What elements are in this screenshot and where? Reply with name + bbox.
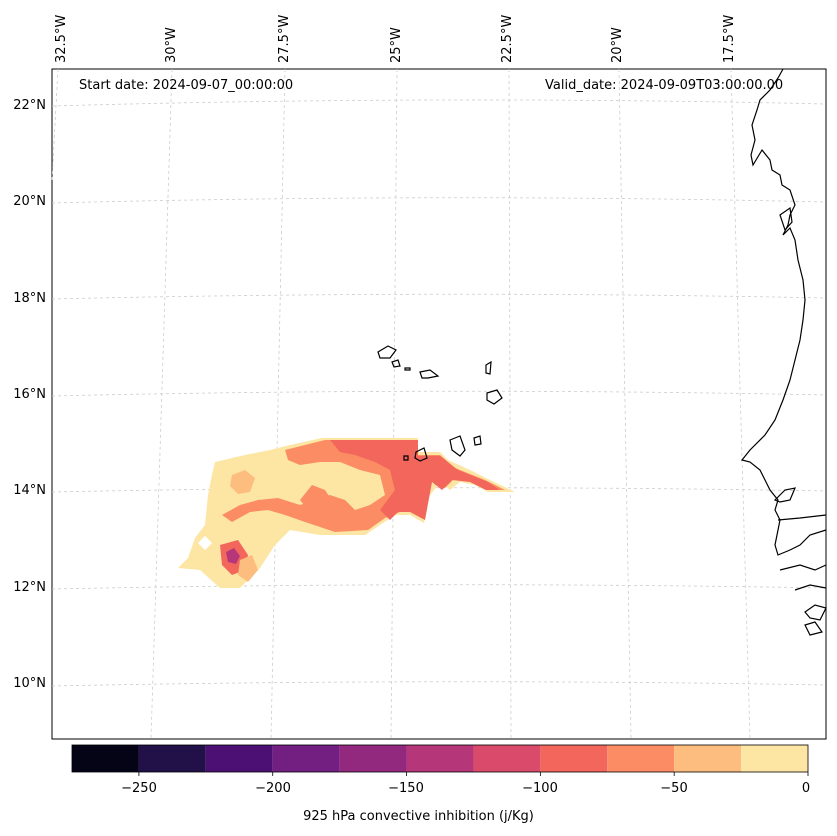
coastlines bbox=[377, 68, 827, 636]
meridian-17-5w bbox=[730, 68, 751, 740]
lon-label-32-5w: 32.5°W bbox=[54, 14, 69, 63]
gambia-coast bbox=[773, 487, 796, 503]
parallel-18n bbox=[51, 293, 827, 300]
colorbar-cell bbox=[72, 745, 139, 772]
lon-label-30w: 30°W bbox=[164, 27, 179, 63]
start-date-label: Start date: 2024-09-07_00:00:00 bbox=[79, 78, 294, 93]
lat-label-16n: 16°N bbox=[13, 387, 46, 402]
colorbar-title: 925 hPa convective inhibition (j/Kg) bbox=[303, 809, 534, 824]
colorbar-cell bbox=[205, 745, 273, 772]
cin-region-inner bbox=[330, 440, 500, 520]
coast-guinea bbox=[779, 564, 827, 571]
meridian-20w bbox=[618, 68, 632, 740]
colorbar-tick-label: −100 bbox=[522, 781, 558, 796]
cin-region-patch-west bbox=[230, 470, 255, 494]
parallel-22n bbox=[51, 99, 827, 107]
island-santo-antao bbox=[377, 345, 397, 359]
coast-bijagos bbox=[794, 584, 827, 591]
parallel-14n bbox=[51, 487, 827, 493]
island-bijagos-2 bbox=[804, 621, 823, 636]
meridian-30w bbox=[150, 68, 173, 740]
colorbar-cell bbox=[674, 745, 742, 772]
parallel-12n bbox=[51, 584, 827, 590]
colorbar-ticks bbox=[138, 772, 809, 776]
island-maio bbox=[473, 435, 482, 446]
island-boa-vista bbox=[486, 389, 503, 405]
banc-darguin bbox=[779, 206, 793, 232]
valid-date-label: Valid_date: 2024-09-09T03:00:00.00 bbox=[545, 78, 784, 93]
island-brava bbox=[403, 455, 409, 461]
lon-label-22-5w: 22.5°W bbox=[500, 14, 515, 63]
colorbar-cell bbox=[406, 745, 474, 772]
island-fogo bbox=[414, 447, 428, 462]
colorbar-tick-label: −200 bbox=[255, 781, 291, 796]
colorbar-cell bbox=[473, 745, 541, 772]
parallel-20n bbox=[51, 197, 827, 204]
lat-label-18n: 18°N bbox=[13, 291, 46, 306]
colorbar-cell bbox=[607, 745, 675, 772]
map-frame bbox=[51, 68, 827, 740]
parallel-10n bbox=[51, 681, 827, 687]
colorbar-tick-label: −150 bbox=[388, 781, 424, 796]
colorbar-cell bbox=[339, 745, 407, 772]
lon-label-17-5w: 17.5°W bbox=[722, 14, 737, 63]
cin-region-core bbox=[226, 548, 240, 564]
island-sal bbox=[485, 360, 492, 375]
lat-label-12n: 12°N bbox=[13, 580, 46, 595]
parallel-16n bbox=[51, 390, 827, 397]
cin-hole bbox=[197, 535, 213, 551]
colorbar bbox=[72, 745, 808, 772]
island-sao-vicente bbox=[391, 359, 401, 368]
colorbar-cell bbox=[741, 745, 808, 772]
cin-region-patch-south bbox=[238, 555, 258, 582]
meridian-27-5w bbox=[270, 68, 286, 740]
lon-label-27-5w: 27.5°W bbox=[277, 14, 292, 63]
colorbar-tick-label: −250 bbox=[121, 781, 157, 796]
lat-label-20n: 20°N bbox=[13, 194, 46, 209]
african-coastline bbox=[740, 68, 827, 556]
cin-region-patch bbox=[300, 485, 335, 512]
colorbar-cell bbox=[540, 745, 608, 772]
lon-label-20w: 20°W bbox=[610, 27, 625, 63]
colorbar-tick-label: −50 bbox=[660, 781, 688, 796]
colorbar-frame bbox=[71, 744, 809, 773]
island-sao-nicolau bbox=[419, 369, 440, 379]
meridian-22-5w bbox=[508, 68, 512, 740]
meridian-25w bbox=[390, 68, 398, 740]
lat-label-14n: 14°N bbox=[13, 483, 46, 498]
meridian-32-5w bbox=[51, 68, 59, 181]
colorbar-cell bbox=[138, 745, 206, 772]
island-santiago bbox=[449, 435, 466, 457]
lat-label-10n: 10°N bbox=[13, 676, 46, 691]
colorbar-tick-label: 0 bbox=[801, 781, 811, 796]
lat-label-22n: 22°N bbox=[13, 98, 46, 113]
gridlines bbox=[51, 68, 827, 740]
coast-detail bbox=[777, 514, 827, 521]
colorbar-cell bbox=[272, 745, 340, 772]
cin-field bbox=[178, 438, 515, 588]
lon-label-25w: 25°W bbox=[389, 27, 404, 63]
island-santa-luzia bbox=[404, 367, 411, 371]
island-bijagos-1 bbox=[804, 604, 827, 621]
